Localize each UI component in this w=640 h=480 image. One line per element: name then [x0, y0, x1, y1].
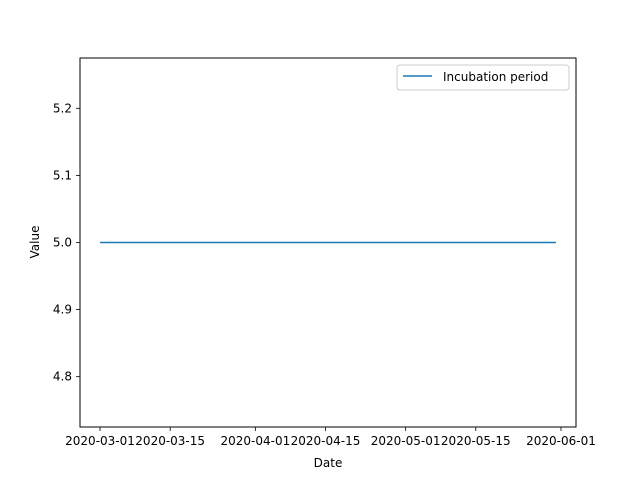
- x-axis: 2020-03-01 2020-03-15 2020-04-01 2020-04-15…: [65, 427, 596, 448]
- x-tick-label: 2020-04-01: [220, 434, 290, 448]
- legend-box: [396, 64, 570, 91]
- legend: Incubation period: [396, 64, 570, 91]
- y-tick-label: 5.0: [53, 236, 72, 250]
- legend-label: Incubation period: [443, 70, 548, 84]
- x-tick-label: 2020-06-01: [526, 434, 596, 448]
- y-axis: 4.8 4.9 5.0 5.1 5.2: [53, 101, 80, 384]
- x-tick-label: 2020-03-01: [65, 434, 135, 448]
- x-tick-label: 2020-04-15: [291, 434, 361, 448]
- y-axis-label: Value: [28, 226, 42, 259]
- y-tick-label: 5.1: [53, 168, 72, 182]
- x-tick-label: 2020-03-15: [135, 434, 205, 448]
- x-axis-label: Date: [314, 456, 343, 470]
- y-tick-label: 4.8: [53, 370, 72, 384]
- axes-frame: [79, 57, 577, 428]
- x-tick-label: 2020-05-15: [441, 434, 511, 448]
- y-tick-label: 5.2: [53, 101, 72, 115]
- x-tick-label: 2020-05-01: [371, 434, 441, 448]
- y-tick-label: 4.9: [53, 303, 72, 317]
